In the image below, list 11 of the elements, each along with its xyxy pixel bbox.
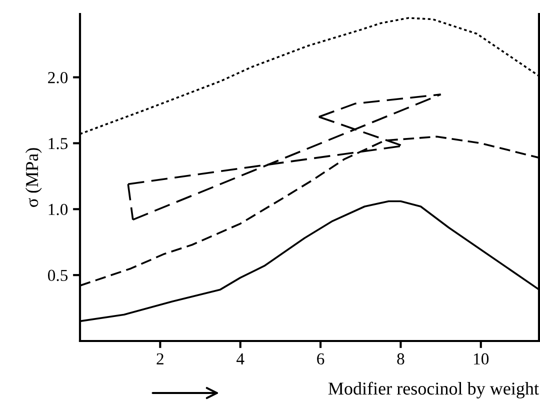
x-tick-label: 4 [236, 353, 244, 364]
x-tick-label: 8 [397, 353, 404, 365]
y-axis-title: σ (MPa) [25, 148, 42, 207]
x-axis-title: Modifier resocinol by weight [328, 382, 539, 398]
x-tick-label: 10 [474, 353, 489, 365]
y-tick-label: 0.5 [48, 270, 68, 282]
y-tick-label: 1.0 [48, 204, 68, 216]
x-tick-label: 2 [156, 353, 164, 364]
y-tick-label: 1.5 [48, 138, 68, 150]
x-tick-label: 6 [317, 353, 324, 365]
y-tick-label: 2.0 [48, 72, 68, 84]
